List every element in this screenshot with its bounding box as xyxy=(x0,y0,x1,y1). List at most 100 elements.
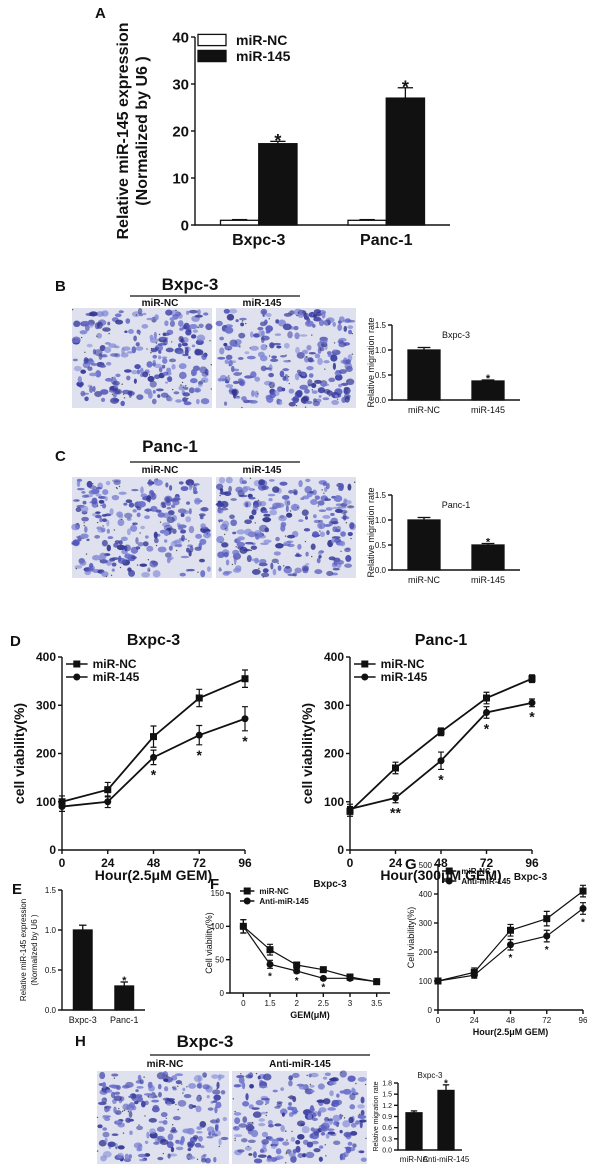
y-tick-label: 20 xyxy=(172,123,189,140)
cell xyxy=(179,327,184,331)
cell xyxy=(179,572,186,577)
cell xyxy=(152,359,156,367)
cell xyxy=(250,558,259,562)
pore xyxy=(257,499,260,501)
pore xyxy=(148,501,151,503)
pore xyxy=(188,1149,190,1152)
cell xyxy=(301,349,309,355)
cell xyxy=(310,499,318,506)
cell xyxy=(216,1081,220,1089)
cell xyxy=(152,389,156,394)
cell xyxy=(259,355,268,362)
cell xyxy=(137,307,143,315)
cell xyxy=(261,1139,269,1145)
pore xyxy=(351,353,354,355)
cell xyxy=(180,529,187,534)
cell xyxy=(132,522,138,526)
cell xyxy=(139,563,148,567)
cell xyxy=(309,1133,314,1139)
cell xyxy=(258,479,266,486)
pore xyxy=(71,309,74,311)
pore xyxy=(223,533,226,536)
pore xyxy=(228,375,230,377)
cell xyxy=(312,313,317,318)
cell xyxy=(278,515,287,522)
cell xyxy=(99,344,106,352)
micrograph-label: miR-NC xyxy=(142,298,179,309)
marker xyxy=(579,887,587,895)
cell xyxy=(238,494,248,498)
cell xyxy=(192,329,198,333)
cell xyxy=(349,1131,358,1136)
cell xyxy=(111,562,117,567)
bar xyxy=(114,985,135,1011)
cell xyxy=(303,313,308,318)
cell xyxy=(244,1146,252,1151)
cell xyxy=(275,1155,284,1160)
cell xyxy=(123,502,128,506)
cell xyxy=(331,399,340,405)
cell xyxy=(301,373,306,377)
cell xyxy=(284,342,290,349)
marker xyxy=(483,708,490,716)
cell xyxy=(79,560,87,566)
cell xyxy=(249,400,258,404)
chart-title: Panc-1 xyxy=(415,632,468,649)
pore xyxy=(265,1114,267,1117)
pore xyxy=(186,350,189,353)
cell xyxy=(128,328,134,335)
cell xyxy=(236,529,246,535)
cell xyxy=(265,312,272,318)
pore xyxy=(84,351,86,354)
cell xyxy=(282,375,287,381)
cell xyxy=(131,1094,137,1101)
pore xyxy=(80,336,83,339)
pore xyxy=(347,380,349,382)
cell xyxy=(231,344,241,347)
pore xyxy=(224,527,227,530)
cell xyxy=(96,332,103,339)
pore xyxy=(218,507,220,509)
cell xyxy=(107,321,111,326)
cell xyxy=(162,332,167,337)
cell xyxy=(180,486,189,492)
y-axis-label: cell viability(%) xyxy=(299,703,315,804)
cell xyxy=(169,320,175,328)
cell xyxy=(166,1101,173,1106)
significance: * xyxy=(274,131,281,151)
pore xyxy=(118,1107,120,1110)
cell xyxy=(81,392,90,396)
micrograph-title: Panc-1 xyxy=(142,437,198,456)
cell xyxy=(234,1117,241,1125)
cell xyxy=(149,334,154,340)
cell xyxy=(206,1136,214,1139)
cell xyxy=(244,351,250,355)
cell xyxy=(332,362,336,370)
cell xyxy=(280,1087,284,1091)
cell xyxy=(154,1095,158,1098)
cell xyxy=(327,1107,337,1111)
cell xyxy=(222,1116,228,1122)
cell xyxy=(229,514,235,520)
cell xyxy=(99,364,107,368)
cell xyxy=(323,524,332,527)
cell xyxy=(148,391,153,399)
x-tick-label: 48 xyxy=(506,1016,515,1025)
cell xyxy=(322,481,327,487)
pore xyxy=(265,345,268,347)
cell xyxy=(149,560,158,568)
cell xyxy=(111,568,115,572)
y-tick-label: 300 xyxy=(36,698,56,712)
cell xyxy=(246,355,256,360)
pore xyxy=(188,540,190,542)
cell xyxy=(311,382,317,389)
cell xyxy=(98,1139,107,1147)
cell xyxy=(230,519,238,527)
cell xyxy=(94,534,100,539)
cell xyxy=(257,1075,261,1080)
cell xyxy=(142,312,147,316)
cell xyxy=(203,312,209,316)
cell xyxy=(334,508,343,513)
cell xyxy=(292,1149,297,1154)
